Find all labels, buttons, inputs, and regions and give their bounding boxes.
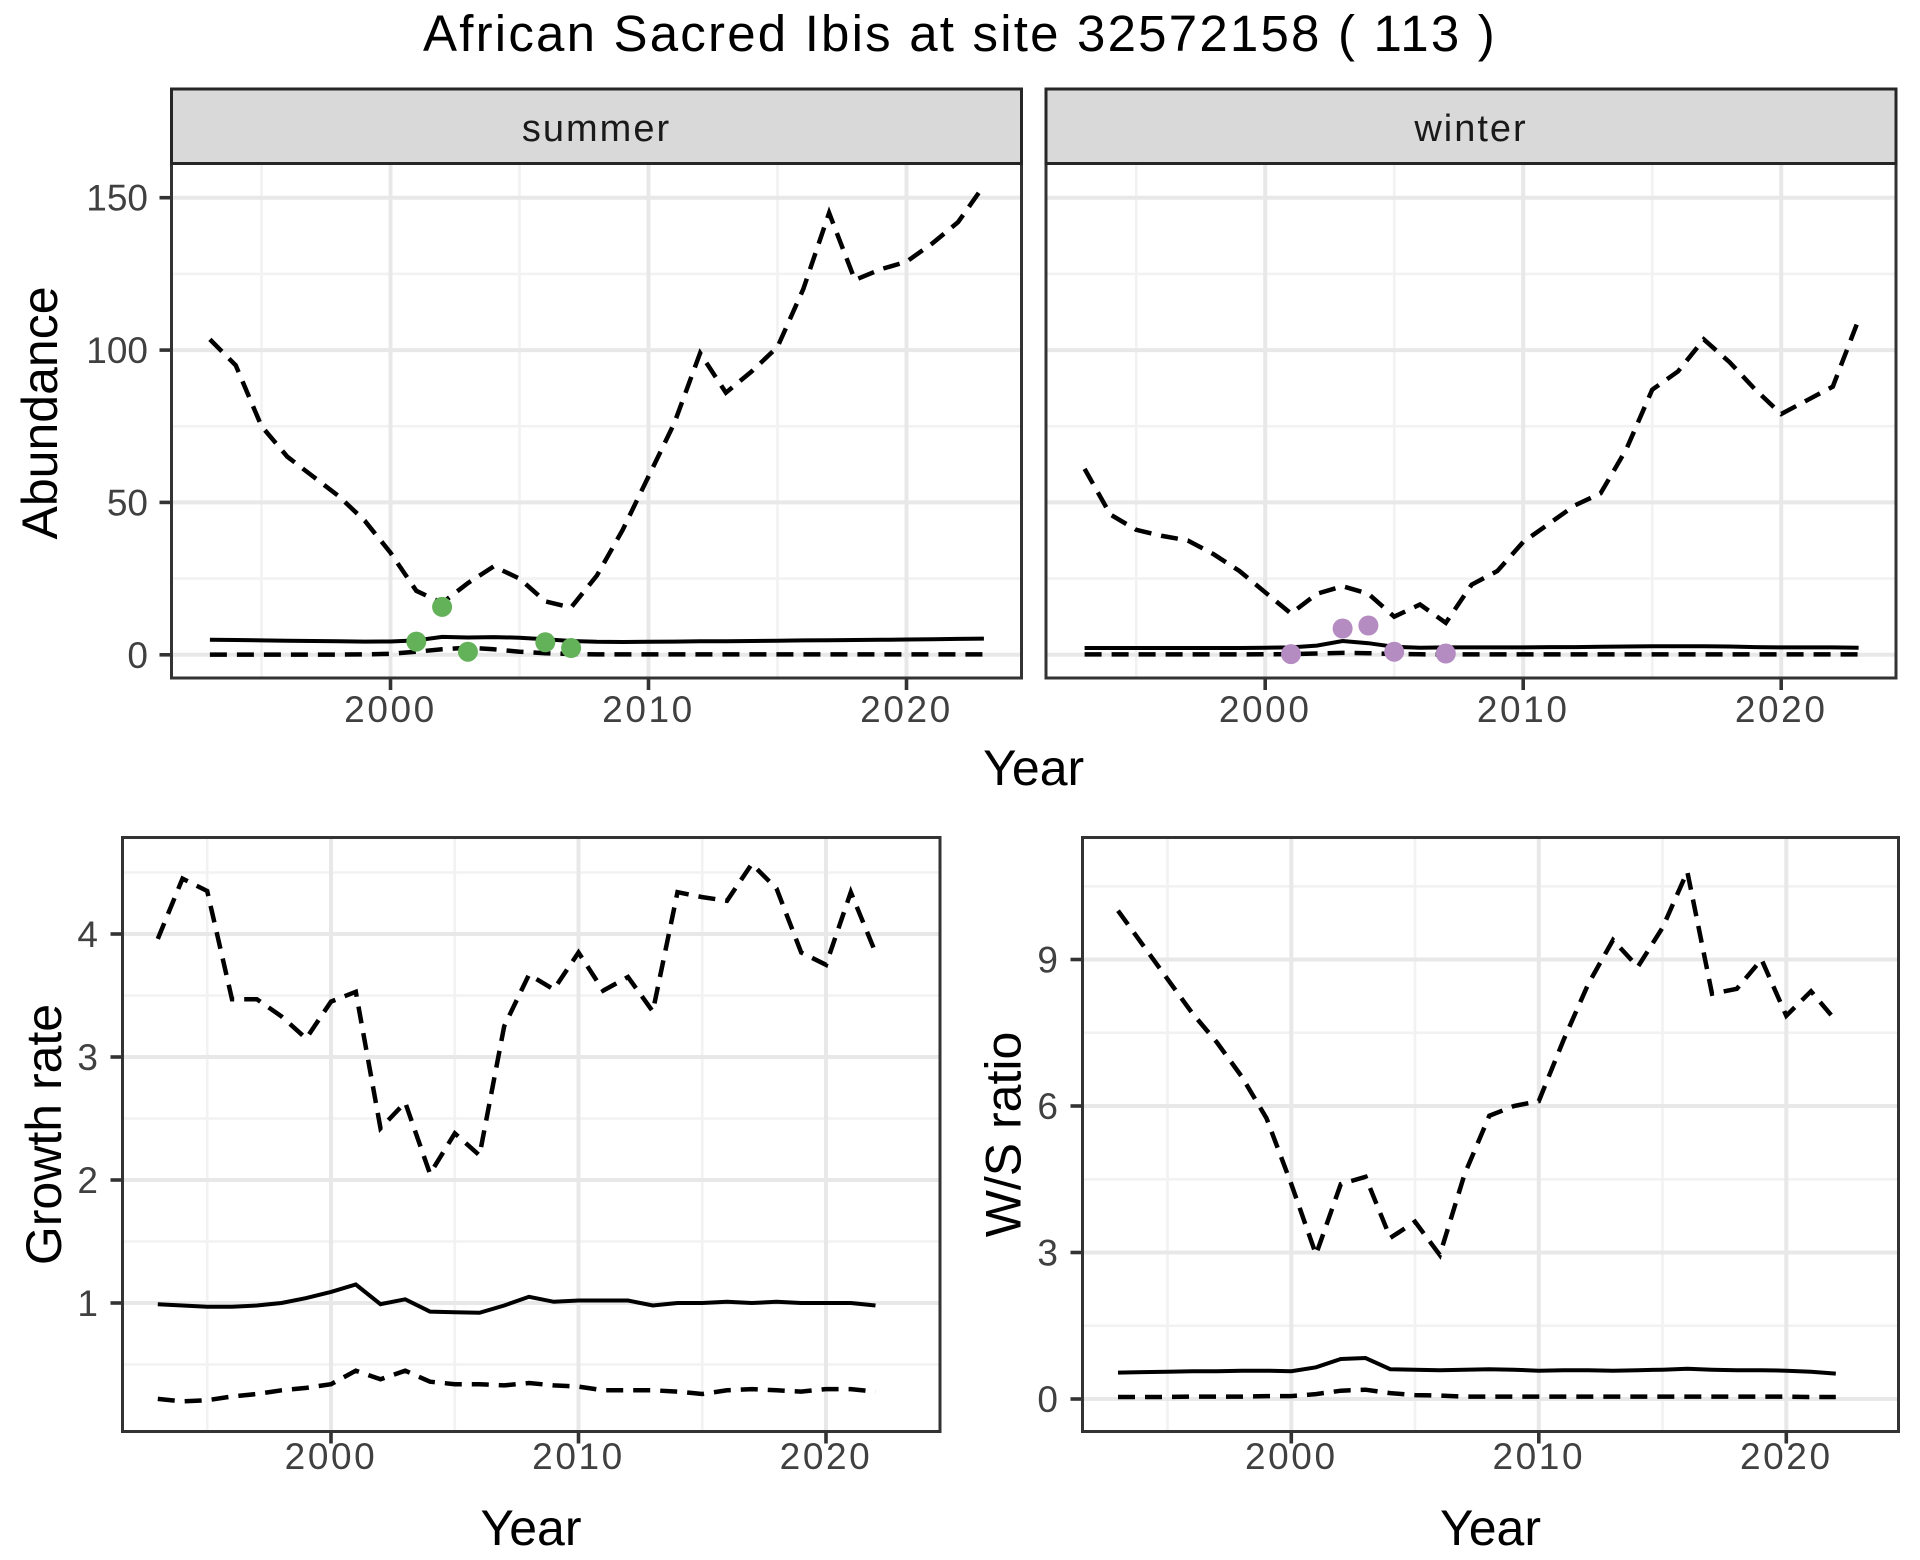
svg-text:2010: 2010 [532,1436,625,1477]
svg-text:2010: 2010 [602,689,695,730]
svg-text:2010: 2010 [1492,1436,1585,1477]
svg-text:2020: 2020 [1735,689,1828,730]
svg-text:Growth rate: Growth rate [16,1004,72,1265]
svg-text:9: 9 [1037,940,1058,981]
svg-text:2010: 2010 [1477,689,1570,730]
svg-text:2020: 2020 [780,1436,873,1477]
svg-text:0: 0 [127,635,148,676]
svg-text:2000: 2000 [344,689,437,730]
svg-text:3: 3 [77,1037,98,1078]
svg-text:African Sacred Ibis at site 32: African Sacred Ibis at site 32572158 ( 1… [423,5,1497,62]
svg-text:summer: summer [522,108,671,150]
svg-text:W/S ratio: W/S ratio [976,1032,1032,1238]
svg-text:2020: 2020 [860,689,953,730]
svg-text:2020: 2020 [1740,1436,1833,1477]
svg-text:Year: Year [983,740,1084,796]
svg-text:6: 6 [1037,1086,1058,1127]
svg-text:4: 4 [77,914,98,955]
svg-text:1: 1 [77,1283,98,1324]
svg-text:2000: 2000 [285,1436,378,1477]
svg-text:150: 150 [86,178,148,219]
svg-text:0: 0 [1037,1379,1058,1420]
svg-text:2: 2 [77,1160,98,1201]
svg-text:2000: 2000 [1219,689,1312,730]
svg-text:Year: Year [480,1500,581,1556]
svg-text:2000: 2000 [1245,1436,1338,1477]
svg-text:Abundance: Abundance [12,286,68,539]
svg-text:50: 50 [107,482,148,523]
svg-text:3: 3 [1037,1233,1058,1274]
svg-text:winter: winter [1413,108,1527,150]
svg-text:Year: Year [1440,1500,1541,1556]
svg-text:100: 100 [86,330,148,371]
